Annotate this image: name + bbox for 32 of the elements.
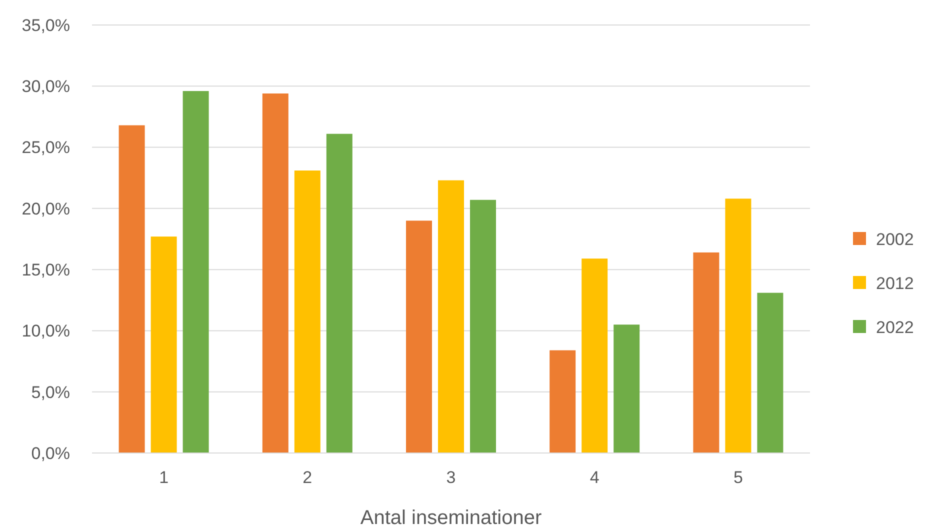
bar [262,93,288,453]
y-tick-label: 0,0% [31,444,70,463]
bar [118,125,145,453]
bar [150,236,177,453]
bar [438,180,464,453]
y-tick-label: 30,0% [22,77,70,96]
legend-label: 2022 [876,318,914,337]
bar [550,350,576,453]
y-tick-label: 35,0% [22,16,70,35]
bar [182,91,209,453]
bar [582,258,608,453]
y-tick-label: 5,0% [31,382,70,402]
y-tick-label: 25,0% [22,138,70,158]
bar [614,324,640,453]
bar [326,134,352,453]
x-tick-label: 4 [590,468,600,487]
legend-label: 2002 [876,230,914,249]
x-tick-label: 2 [302,468,312,487]
bar [693,252,720,453]
y-tick-label: 10,0% [22,322,70,341]
x-axis-title: Antal inseminationer [360,507,542,529]
x-tick-label: 3 [446,468,456,487]
bar [757,292,784,453]
x-tick-label: 1 [159,468,169,487]
y-tick-label: 15,0% [22,260,70,280]
y-tick-label: 20,0% [22,199,70,218]
bar [725,198,752,453]
x-tick-label: 5 [733,468,743,487]
bar [294,170,320,453]
bar [406,220,432,453]
bar [470,200,496,453]
legend-label: 2012 [876,274,914,293]
